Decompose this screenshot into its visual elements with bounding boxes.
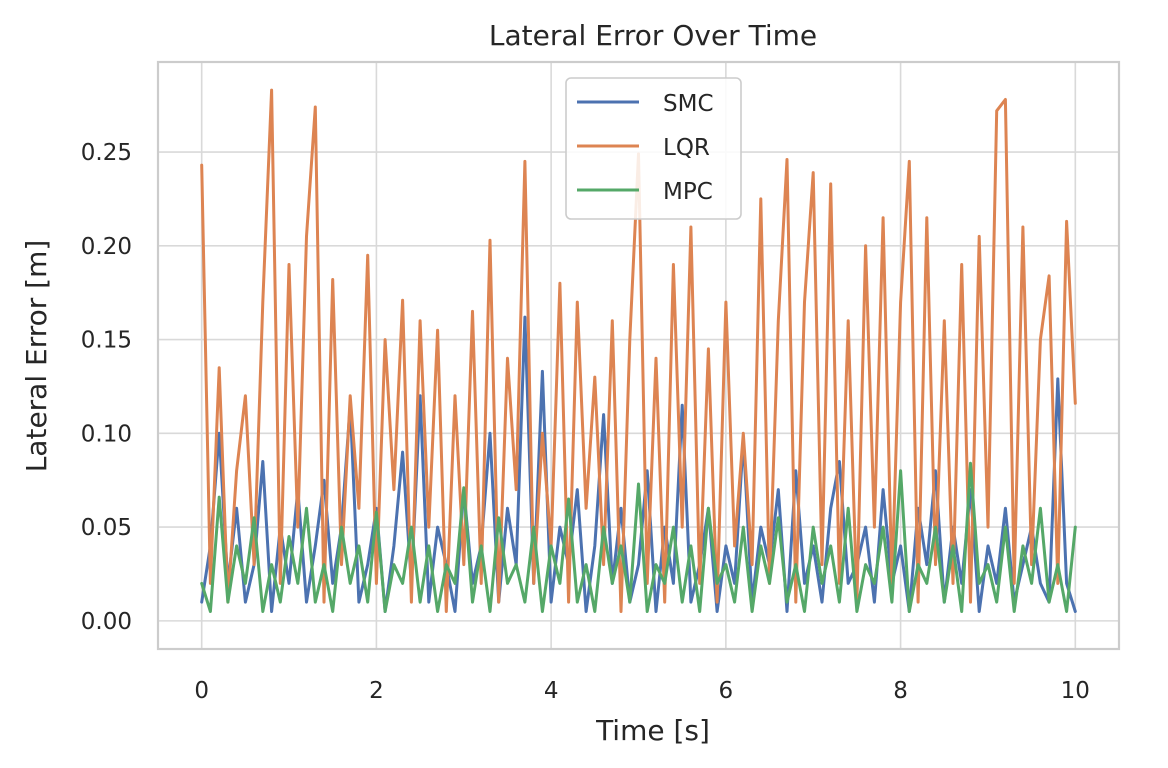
plot-frame	[156, 60, 1121, 651]
y-tick-label: 0.15	[81, 328, 132, 354]
x-tick-label: 6	[719, 678, 734, 704]
x-axis-label: Time [s]	[595, 714, 710, 747]
series-line-mpc	[200, 461, 1077, 613]
x-tick-label: 10	[1061, 678, 1090, 704]
y-tick-label: 0.05	[81, 515, 132, 541]
x-tick-label: 2	[369, 678, 384, 704]
x-tick-label: 0	[194, 678, 209, 704]
chart-title: Lateral Error Over Time	[489, 19, 817, 52]
legend-label: MPC	[663, 179, 713, 205]
x-tick-label: 8	[893, 678, 908, 704]
legend-label: LQR	[663, 135, 710, 161]
tick-labels: 0 2 4 6 8 10 0.00 0.05 0.10 0.15 0.20 0.25	[81, 140, 1090, 704]
y-tick-label: 0.20	[81, 234, 132, 260]
legend-label: SMC	[663, 91, 714, 117]
x-tick-label: 4	[544, 678, 559, 704]
legend: SMC LQR MPC	[565, 77, 742, 220]
y-tick-label: 0.00	[81, 609, 132, 635]
y-tick-label: 0.10	[81, 421, 132, 447]
y-tick-label: 0.25	[81, 140, 132, 166]
y-axis-label: Lateral Error [m]	[20, 240, 53, 473]
legend-box	[565, 77, 742, 220]
